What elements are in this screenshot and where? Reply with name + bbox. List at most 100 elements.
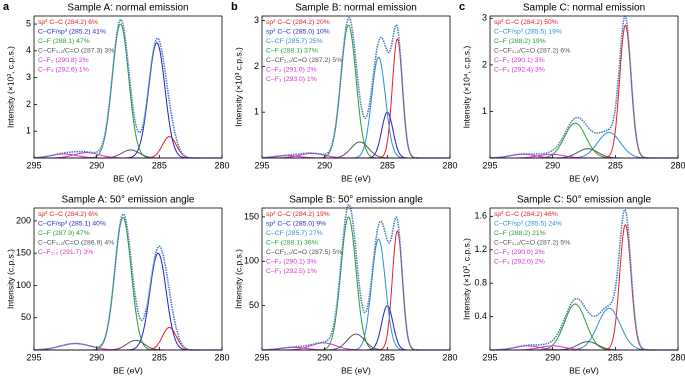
legend-entry: C–CF₂,₃/C=O (287.2) 5% <box>266 57 342 64</box>
y-tick-label: 150 <box>244 211 259 221</box>
x-tick-label: 285 <box>152 352 167 362</box>
y-tick-label: 2 <box>254 61 259 71</box>
legend-entry: sp² C–C (284.2) 20% <box>266 19 330 26</box>
y-tick-label: 4 <box>26 45 31 55</box>
component-peak <box>490 341 678 351</box>
y-axis-label: Intensity (c.p.s.) <box>233 249 243 309</box>
y-tick-label: 1 <box>254 107 259 117</box>
legend-entry: C–F (288.2) 21% <box>494 230 546 237</box>
legend-entry: C–F₃ (293.0) 1% <box>266 76 317 83</box>
component-peak <box>262 305 450 351</box>
y-tick-label: 0.8 <box>474 278 487 288</box>
legend-entry: C–F₃ (292.4) 3% <box>494 66 545 73</box>
legend-entry: C–CF/sp³ (285.5) 19% <box>494 28 562 35</box>
y-axis-label: Intensity (×10⁴, c.p.s.) <box>461 45 471 128</box>
component-peak <box>262 111 450 159</box>
panel-title: Sample B: normal emission <box>295 3 417 14</box>
panel-letter: a <box>3 1 10 13</box>
component-peak <box>34 252 222 351</box>
y-tick-label: 3 <box>482 13 487 23</box>
x-tick-label: 295 <box>26 352 41 362</box>
legend-entry: C–CF/sp³ (285.5) 24% <box>494 220 562 227</box>
component-peak <box>34 326 222 351</box>
legend-entry: sp² C–C (284.2) 19% <box>266 211 330 218</box>
legend-entry: C–CF₂,₃/C=O (287.3) 3% <box>38 47 114 54</box>
component-peak <box>490 122 678 159</box>
y-tick-label: 0.4 <box>474 311 487 321</box>
x-tick-label: 285 <box>380 352 395 362</box>
legend-entry: C–F (287.9) 47% <box>38 230 90 237</box>
legend-entry: C–F₂ (290.8) 2% <box>38 57 89 64</box>
x-tick-label: 280 <box>442 352 457 362</box>
y-tick-label: 150 <box>16 248 31 258</box>
x-tick-label: 280 <box>670 160 685 170</box>
x-tick-label: 290 <box>545 160 560 170</box>
legend-entry: C–CF/sp³ (285.1) 40% <box>38 220 106 227</box>
y-axis-label: Intensity (×10³, c.p.s.) <box>5 46 15 128</box>
x-tick-label: 285 <box>608 160 623 170</box>
plot-frame <box>33 15 223 159</box>
legend-entry: C–F (288.1) 36% <box>266 239 318 246</box>
legend-entry: C–F₃ (292.6) 1% <box>38 66 89 73</box>
plot-frame <box>261 15 451 159</box>
y-axis-label: Intensity (×10³, c.p.s.) <box>461 238 471 320</box>
legend-entry: sp³ C–C (285.0) 10% <box>266 28 330 35</box>
plot-frame <box>489 207 679 351</box>
x-axis-label: BE (eV) <box>569 173 599 183</box>
component-peak <box>262 24 450 159</box>
legend-entry: C–F₂ (290.1) 3% <box>266 258 317 265</box>
plot-frame <box>489 15 679 159</box>
x-tick-label: 290 <box>545 352 560 362</box>
panel-letter: b <box>231 1 238 13</box>
y-tick-label: 1 <box>482 106 487 116</box>
y-tick-label: 50 <box>249 300 259 310</box>
y-tick-label: 1 <box>26 126 31 136</box>
component-peak <box>490 303 678 351</box>
y-axis-label: Intensity (×10³ c.p.s.) <box>233 47 243 127</box>
component-peak <box>490 148 678 159</box>
x-tick-label: 295 <box>482 160 497 170</box>
panel-letter: c <box>459 1 465 13</box>
component-peak <box>262 342 450 351</box>
component-peak <box>33 343 222 351</box>
x-tick-label: 295 <box>26 160 41 170</box>
legend-entry: C–F (288.1) 37% <box>266 47 318 54</box>
legend-entry: C–F (288.2) 19% <box>494 38 546 45</box>
y-tick-label: 2 <box>482 59 487 69</box>
x-axis-label: BE (eV) <box>341 173 371 183</box>
x-tick-label: 280 <box>442 160 457 170</box>
legend-entry: C–CF₂,₃/C=O (287.2) 5% <box>494 239 570 246</box>
legend-entry: sp² C–C (284.2) 6% <box>38 19 98 26</box>
x-tick-label: 290 <box>89 160 104 170</box>
panel-title: Sample C: 50° emission angle <box>517 195 652 206</box>
x-tick-label: 285 <box>380 160 395 170</box>
x-axis-label: BE (eV) <box>113 365 143 375</box>
y-tick-label: 1.2 <box>474 244 487 254</box>
legend-entry: sp³ C–C (285.0) 9% <box>266 220 326 227</box>
legend-entry: sp² C–C (284.2) 6% <box>38 211 98 218</box>
y-tick-label: 50 <box>21 312 31 322</box>
legend-entry: C–F₂ (291.0) 2% <box>266 66 317 73</box>
legend-entry: C–F₃ (292.5) 1% <box>266 268 317 275</box>
legend-entry: C–CF₂,₃/C=O (287.5) 5% <box>266 249 342 256</box>
x-axis-label: BE (eV) <box>113 173 143 183</box>
x-tick-label: 280 <box>670 352 685 362</box>
y-tick-label: 3 <box>254 15 259 25</box>
y-axis-label: Intensity (c.p.s.) <box>5 249 15 309</box>
legend-entry: C–CF (285.7) 25% <box>266 38 323 45</box>
legend-entry: C–F (288.1) 47% <box>38 38 90 45</box>
legend-entry: C–F₂ (290.0) 2% <box>494 249 545 256</box>
y-tick-label: 100 <box>244 256 259 266</box>
legend-entry: C–F₃ (292.0) 2% <box>494 258 545 265</box>
y-tick-label: 5 <box>26 18 31 28</box>
panel-title: Sample A: 50° emission angle <box>62 195 195 206</box>
x-tick-label: 285 <box>608 352 623 362</box>
panel-title: Sample A: normal emission <box>67 3 188 14</box>
component-peak <box>34 136 222 159</box>
legend-entry: C–CF₂,₃/C=O (287.2) 6% <box>494 47 570 54</box>
legend-entry: C–CF/sp³ (285.2) 41% <box>38 28 106 35</box>
panel-title: Sample C: normal emission <box>523 3 645 14</box>
plot-frame <box>261 207 451 351</box>
y-tick-label: 100 <box>16 280 31 290</box>
